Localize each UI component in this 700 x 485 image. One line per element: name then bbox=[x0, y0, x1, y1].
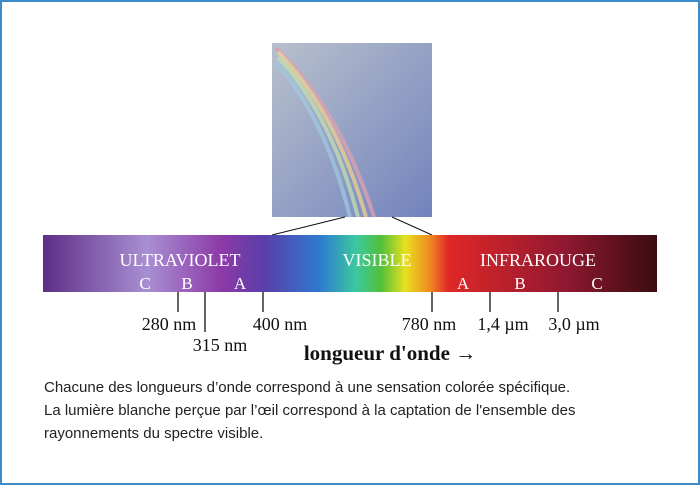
wavelength-label: 400 nm bbox=[253, 314, 308, 334]
ticks bbox=[177, 292, 559, 332]
band-label: B bbox=[514, 274, 525, 293]
caption-line: Chacune des longueurs d’onde correspond … bbox=[44, 379, 570, 396]
band-label: A bbox=[234, 274, 247, 293]
region-label: VISIBLE bbox=[343, 250, 412, 270]
region-label: ULTRAVIOLET bbox=[120, 250, 241, 270]
wavelength-label: 780 nm bbox=[402, 314, 457, 334]
connector bbox=[391, 216, 433, 236]
wavelength-label: 1,4 µm bbox=[477, 314, 528, 334]
wavelength-label: 3,0 µm bbox=[548, 314, 599, 334]
connector bbox=[271, 216, 346, 236]
band-label: B bbox=[181, 274, 192, 293]
caption-line: rayonnements du spectre visible. bbox=[44, 425, 263, 442]
band-label: C bbox=[139, 274, 150, 293]
wavelength-label: 280 nm bbox=[142, 314, 197, 334]
wavelength-label: 315 nm bbox=[193, 335, 248, 355]
band-label: A bbox=[457, 274, 470, 293]
rainbow bbox=[274, 46, 376, 218]
region-label: INFRAROUGE bbox=[480, 250, 596, 270]
axis-label: longueur d'onde → bbox=[304, 341, 476, 365]
band-label: C bbox=[591, 274, 602, 293]
spectrum-bar bbox=[43, 235, 657, 292]
caption-line: La lumière blanche perçue par l’œil corr… bbox=[44, 402, 576, 419]
